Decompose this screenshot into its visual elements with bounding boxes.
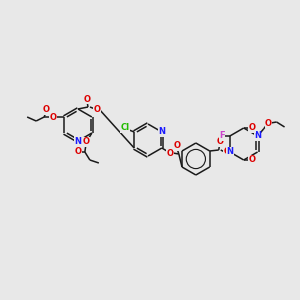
Text: N: N [226,148,233,157]
Text: Cl: Cl [121,124,130,133]
Text: O: O [94,104,100,113]
Text: O: O [173,142,180,151]
Text: O: O [248,124,255,133]
Text: O: O [50,112,57,122]
Text: O: O [223,148,230,157]
Text: O: O [82,137,89,146]
Text: O: O [43,106,50,115]
Text: O: O [216,137,223,146]
Text: O: O [83,94,91,103]
Text: N: N [74,136,82,146]
Text: O: O [74,148,81,157]
Text: O: O [265,118,272,127]
Text: F: F [219,131,225,140]
Text: N: N [158,128,165,136]
Text: O: O [167,148,173,158]
Text: N: N [254,131,261,140]
Text: O: O [248,155,255,164]
